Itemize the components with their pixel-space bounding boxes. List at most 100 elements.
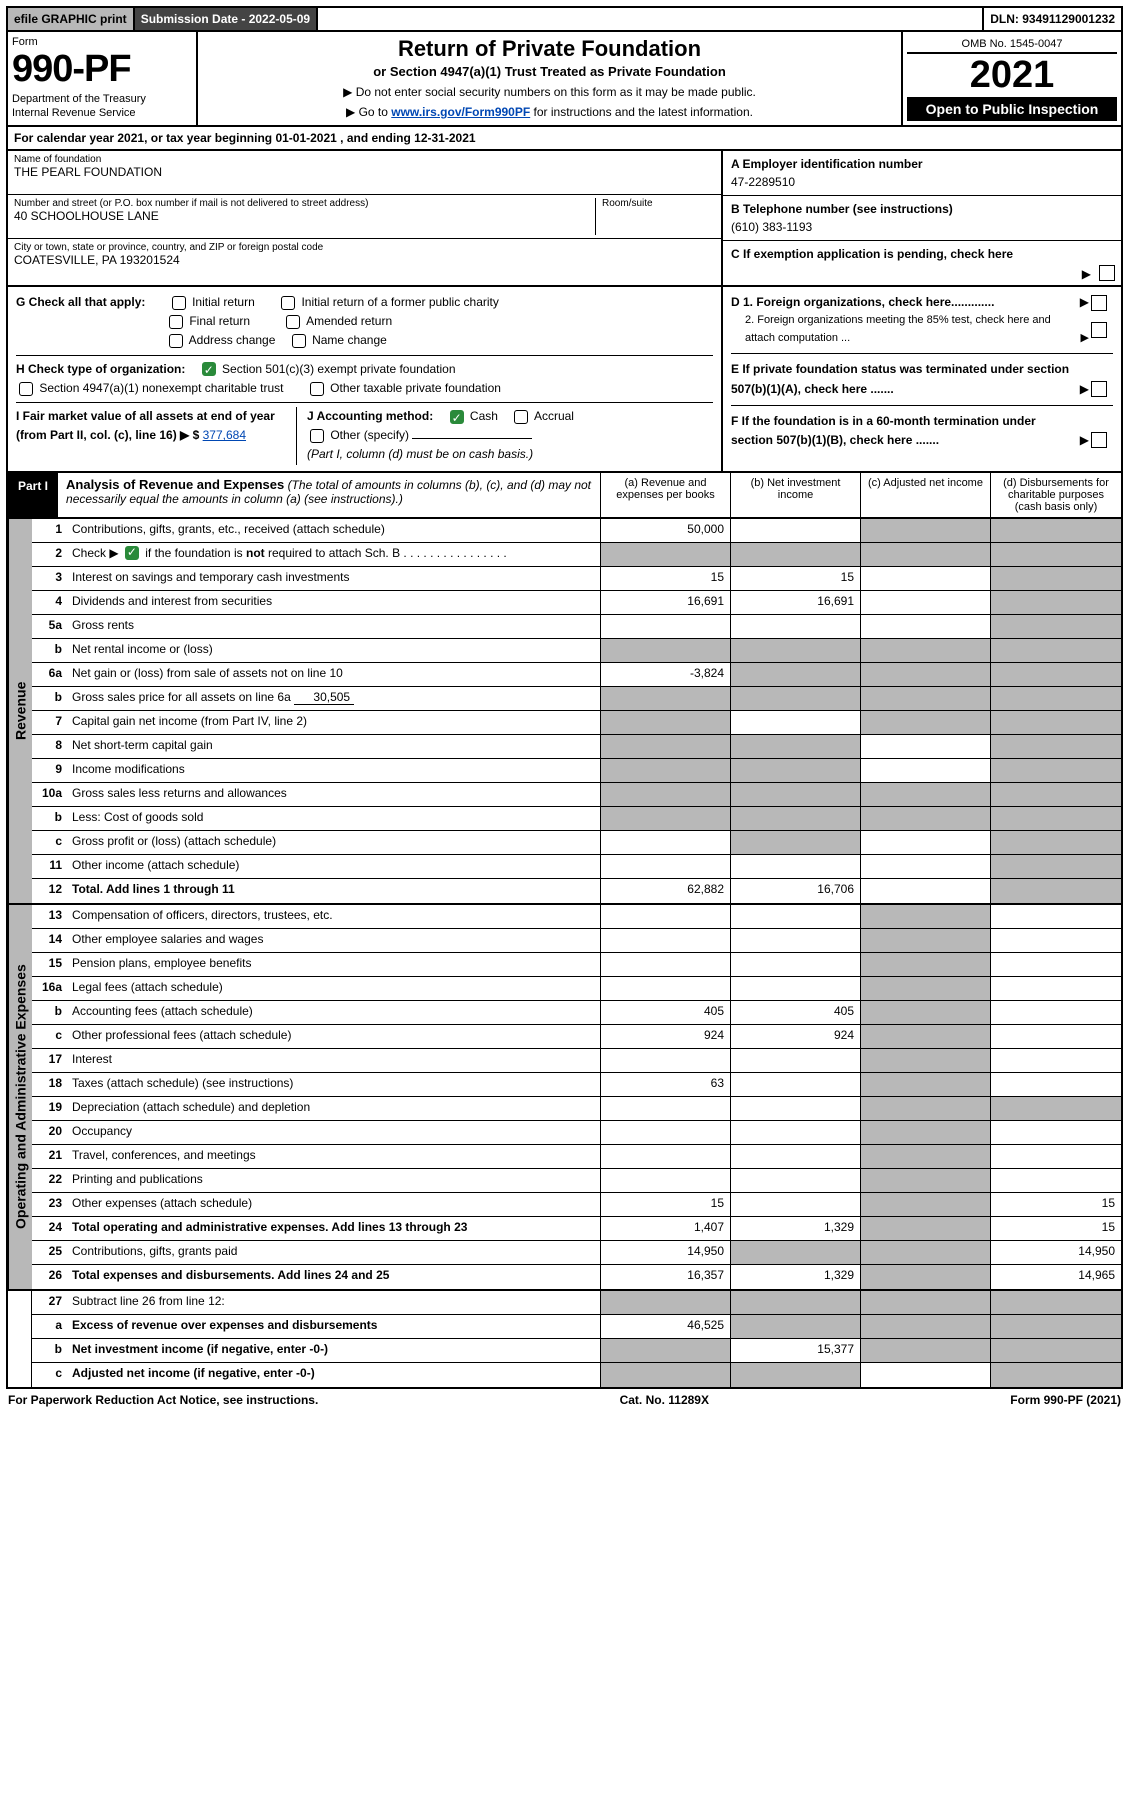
d2-label: 2. Foreign organizations meeting the 85%… — [745, 314, 1051, 344]
other-taxable-checkbox[interactable] — [310, 382, 324, 396]
open-public-label: Open to Public Inspection — [907, 97, 1117, 121]
col-c-hdr: (c) Adjusted net income — [861, 473, 991, 517]
501c3-checkbox[interactable] — [202, 362, 216, 376]
line-desc: Adjusted net income (if negative, enter … — [68, 1363, 601, 1387]
amended-return-checkbox[interactable] — [286, 315, 300, 329]
initial-former-checkbox[interactable] — [281, 296, 295, 310]
accrual-checkbox[interactable] — [514, 410, 528, 424]
4947-checkbox[interactable] — [19, 382, 33, 396]
name-change-checkbox[interactable] — [292, 334, 306, 348]
table-row: 8Net short-term capital gain — [32, 735, 1121, 759]
initial-return-checkbox[interactable] — [172, 296, 186, 310]
line-desc: Less: Cost of goods sold — [68, 807, 601, 830]
cell-b — [731, 1291, 861, 1314]
dln-label: DLN: 93491129001232 — [984, 8, 1121, 30]
line-number: 26 — [32, 1265, 68, 1289]
table-row: 23Other expenses (attach schedule)1515 — [32, 1193, 1121, 1217]
tel-value: (610) 383-1193 — [731, 220, 1113, 234]
cash-checkbox[interactable] — [450, 410, 464, 424]
cell-c — [861, 783, 991, 806]
name-label: Name of foundation — [14, 154, 715, 165]
table-row: 27Subtract line 26 from line 12: — [32, 1291, 1121, 1315]
table-row: 24Total operating and administrative exp… — [32, 1217, 1121, 1241]
line-desc: Total operating and administrative expen… — [68, 1217, 601, 1240]
line-desc: Other professional fees (attach schedule… — [68, 1025, 601, 1048]
line-desc: Gross profit or (loss) (attach schedule) — [68, 831, 601, 854]
cell-a: 63 — [601, 1073, 731, 1096]
footer-mid: Cat. No. 11289X — [620, 1393, 709, 1407]
line-number: b — [32, 807, 68, 830]
cell-a: 16,357 — [601, 1265, 731, 1289]
line-number: 9 — [32, 759, 68, 782]
cell-d — [991, 807, 1121, 830]
d1-checkbox[interactable] — [1091, 295, 1107, 311]
cell-a — [601, 953, 731, 976]
table-row: 17Interest — [32, 1049, 1121, 1073]
cell-b — [731, 711, 861, 734]
table-row: bNet rental income or (loss) — [32, 639, 1121, 663]
line-number: 13 — [32, 905, 68, 928]
table-row: 9Income modifications — [32, 759, 1121, 783]
table-row: 3Interest on savings and temporary cash … — [32, 567, 1121, 591]
c-checkbox[interactable] — [1099, 265, 1115, 281]
cell-d — [991, 1169, 1121, 1192]
line-number: 14 — [32, 929, 68, 952]
cell-c — [861, 711, 991, 734]
cell-c — [861, 855, 991, 878]
table-row: 16aLegal fees (attach schedule) — [32, 977, 1121, 1001]
line-number: 19 — [32, 1097, 68, 1120]
line-number: a — [32, 1315, 68, 1338]
cell-d — [991, 639, 1121, 662]
line-number: 11 — [32, 855, 68, 878]
line-desc: Net rental income or (loss) — [68, 639, 601, 662]
cell-d — [991, 1315, 1121, 1338]
cell-a — [601, 807, 731, 830]
cell-b — [731, 783, 861, 806]
cell-d — [991, 543, 1121, 566]
irs-link[interactable]: www.irs.gov/Form990PF — [391, 105, 530, 119]
room-label: Room/suite — [602, 198, 715, 209]
line-number: 22 — [32, 1169, 68, 1192]
table-row: 18Taxes (attach schedule) (see instructi… — [32, 1073, 1121, 1097]
cell-b — [731, 519, 861, 542]
cell-c — [861, 567, 991, 590]
line-desc: Contributions, gifts, grants paid — [68, 1241, 601, 1264]
cell-b — [731, 929, 861, 952]
table-row: 4Dividends and interest from securities1… — [32, 591, 1121, 615]
cell-a — [601, 977, 731, 1000]
final-return-checkbox[interactable] — [169, 315, 183, 329]
cell-a: 405 — [601, 1001, 731, 1024]
line-number: b — [32, 1339, 68, 1362]
d2-checkbox[interactable] — [1091, 322, 1107, 338]
e-checkbox[interactable] — [1091, 381, 1107, 397]
d1-label: D 1. Foreign organizations, check here..… — [731, 295, 994, 309]
line-number: c — [32, 831, 68, 854]
cell-b — [731, 543, 861, 566]
cell-c — [861, 687, 991, 710]
cell-a — [601, 1339, 731, 1362]
table-row: 20Occupancy — [32, 1121, 1121, 1145]
cell-a — [601, 1169, 731, 1192]
table-row: 7Capital gain net income (from Part IV, … — [32, 711, 1121, 735]
table-row: 26Total expenses and disbursements. Add … — [32, 1265, 1121, 1289]
col-a-hdr: (a) Revenue and expenses per books — [601, 473, 731, 517]
f-checkbox[interactable] — [1091, 432, 1107, 448]
other-method-checkbox[interactable] — [310, 429, 324, 443]
cell-d — [991, 615, 1121, 638]
line-number: 7 — [32, 711, 68, 734]
cell-c — [861, 591, 991, 614]
line-number: 20 — [32, 1121, 68, 1144]
address: 40 SCHOOLHOUSE LANE — [14, 209, 595, 223]
j-label: J Accounting method: — [307, 409, 433, 423]
line-number: 3 — [32, 567, 68, 590]
line-number: 21 — [32, 1145, 68, 1168]
cell-c — [861, 977, 991, 1000]
line-desc: Gross rents — [68, 615, 601, 638]
table-row: 1Contributions, gifts, grants, etc., rec… — [32, 519, 1121, 543]
line-desc: Dividends and interest from securities — [68, 591, 601, 614]
line-desc: Gross sales price for all assets on line… — [68, 687, 601, 710]
form-number: 990-PF — [12, 48, 192, 91]
address-change-checkbox[interactable] — [169, 334, 183, 348]
identification-block: Name of foundation THE PEARL FOUNDATION … — [6, 151, 1123, 287]
cell-d — [991, 1097, 1121, 1120]
